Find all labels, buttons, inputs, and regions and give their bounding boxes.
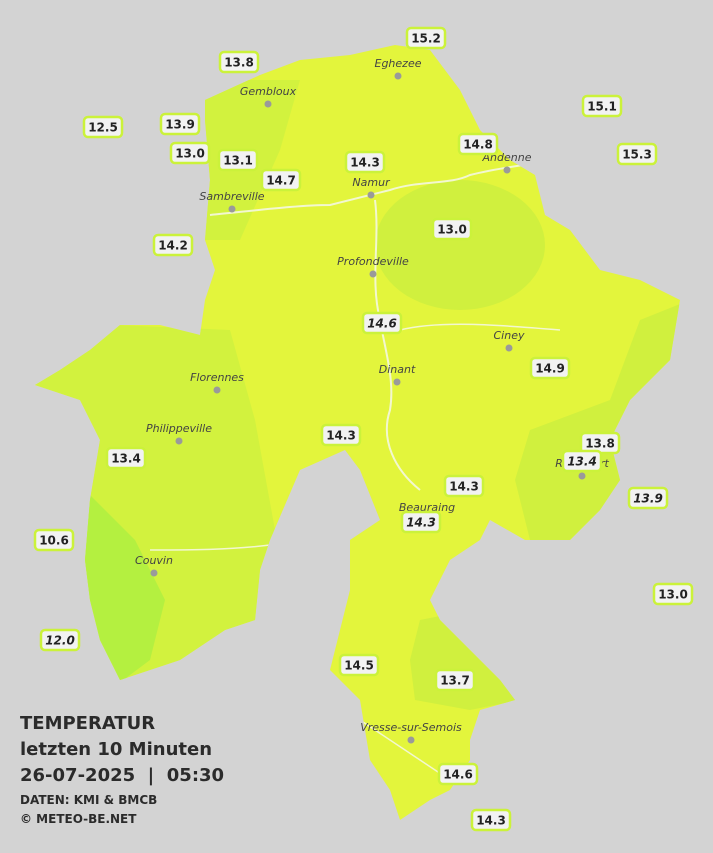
station-box: [82, 115, 124, 139]
city-dot: [503, 166, 511, 174]
river-viroin: [149, 544, 271, 551]
station-box: [581, 94, 623, 118]
station-box: [260, 168, 302, 192]
station-value: 14.5: [344, 659, 374, 673]
station-value: 15.1: [587, 100, 617, 114]
station-box: [33, 528, 75, 552]
station-value: 14.6: [443, 768, 473, 782]
station-value: 14.3: [326, 429, 356, 443]
station-value: 13.9: [633, 492, 663, 506]
city-dot: [264, 100, 272, 108]
source: DATEN: KMI & BMCB: [20, 793, 157, 807]
city-dot: [175, 437, 183, 445]
zone-couvin: [80, 490, 165, 690]
city-label: Vresse-sur-Semois: [360, 721, 462, 734]
city-dot: [150, 569, 158, 577]
river-meuse: [374, 199, 421, 491]
station-value: 13.8: [585, 437, 615, 451]
station-value: 14.8: [463, 138, 493, 152]
cities: EghezeeGemblouxAndenneNamurSambrevillePr…: [135, 57, 609, 744]
station-value: 15.2: [411, 32, 441, 46]
station-box: [529, 356, 571, 380]
station-box: [443, 474, 485, 498]
city-label: Eghezee: [375, 57, 422, 70]
station-value: 14.7: [266, 174, 296, 188]
city-dot: [369, 270, 377, 278]
station-box: [320, 423, 362, 447]
station-box: [561, 449, 603, 473]
station-value: 13.7: [440, 674, 470, 688]
station-value: 13.4: [111, 452, 141, 466]
city-label: Ciney: [494, 329, 525, 342]
station-value: 13.9: [165, 118, 195, 132]
station-box: [652, 582, 694, 606]
copyright: © METEO-BE.NET: [20, 812, 137, 826]
station-box: [218, 50, 260, 74]
zone-east: [515, 300, 680, 540]
title: TEMPERATUR: [20, 713, 155, 734]
station-box: [361, 311, 403, 335]
river-sambre-meuse: [209, 159, 561, 216]
city-dot: [394, 72, 402, 80]
station-value: 13.0: [175, 147, 205, 161]
city-dot: [407, 736, 415, 744]
station-value: 14.3: [449, 480, 479, 494]
station-value: 10.6: [39, 534, 69, 548]
city-dot: [578, 472, 586, 480]
city-label: Couvin: [135, 554, 173, 567]
city-label: Gembloux: [240, 85, 297, 98]
timestamp: 26-07-2025 | 05:30: [20, 765, 224, 786]
station-box: [152, 233, 194, 257]
station-box: [470, 808, 512, 832]
station-box: [437, 762, 479, 786]
station-box: [405, 26, 447, 50]
station-value: 12.5: [88, 121, 118, 135]
station-value: 13.1: [223, 154, 253, 168]
station-box: [627, 486, 669, 510]
station-value: 14.2: [158, 239, 188, 253]
city-label: Namur: [352, 176, 391, 189]
station-box: [169, 141, 211, 165]
station-value: 13.0: [437, 223, 467, 237]
city-label: Dinant: [379, 363, 416, 376]
station-box: [39, 628, 81, 652]
station-value: 14.3: [406, 516, 436, 530]
city-dot: [228, 205, 236, 213]
station-value: 14.3: [476, 814, 506, 828]
city-dot: [393, 378, 401, 386]
station-box: [431, 217, 473, 241]
city-dot: [505, 344, 513, 352]
station-box: [434, 668, 476, 692]
station-value: 13.4: [567, 455, 597, 469]
station-box: [616, 142, 658, 166]
stations: 13.8 15.2 12.5 13.9 13.0 13.1 14.7 14.3 14.8 15.1…: [33, 26, 694, 832]
zone-namur-east: [375, 180, 545, 310]
station-value: 13.8: [224, 56, 254, 70]
city-dot: [213, 386, 221, 394]
station-value: 13.0: [658, 588, 688, 602]
station-value: 14.9: [535, 362, 565, 376]
station-value: 14.3: [350, 156, 380, 170]
city-dot: [367, 191, 375, 199]
city-label: Sambreville: [199, 190, 264, 203]
city-label: Philippeville: [146, 422, 212, 435]
station-box: [457, 132, 499, 156]
station-box: [344, 150, 386, 174]
station-value: 12.0: [45, 634, 75, 648]
city-label: Florennes: [190, 371, 244, 384]
station-box: [338, 653, 380, 677]
station-box: [217, 148, 259, 172]
river-bocq: [399, 323, 561, 331]
subtitle: letzten 10 Minuten: [20, 739, 212, 760]
station-value: 14.6: [367, 317, 397, 331]
header: TEMPERATUR letzten 10 Minuten 26-07-2025…: [20, 713, 224, 826]
station-box: [400, 510, 442, 534]
station-box: [105, 446, 147, 470]
station-value: 15.3: [622, 148, 652, 162]
station-box: [159, 112, 201, 136]
city-label: Profondeville: [337, 255, 409, 268]
